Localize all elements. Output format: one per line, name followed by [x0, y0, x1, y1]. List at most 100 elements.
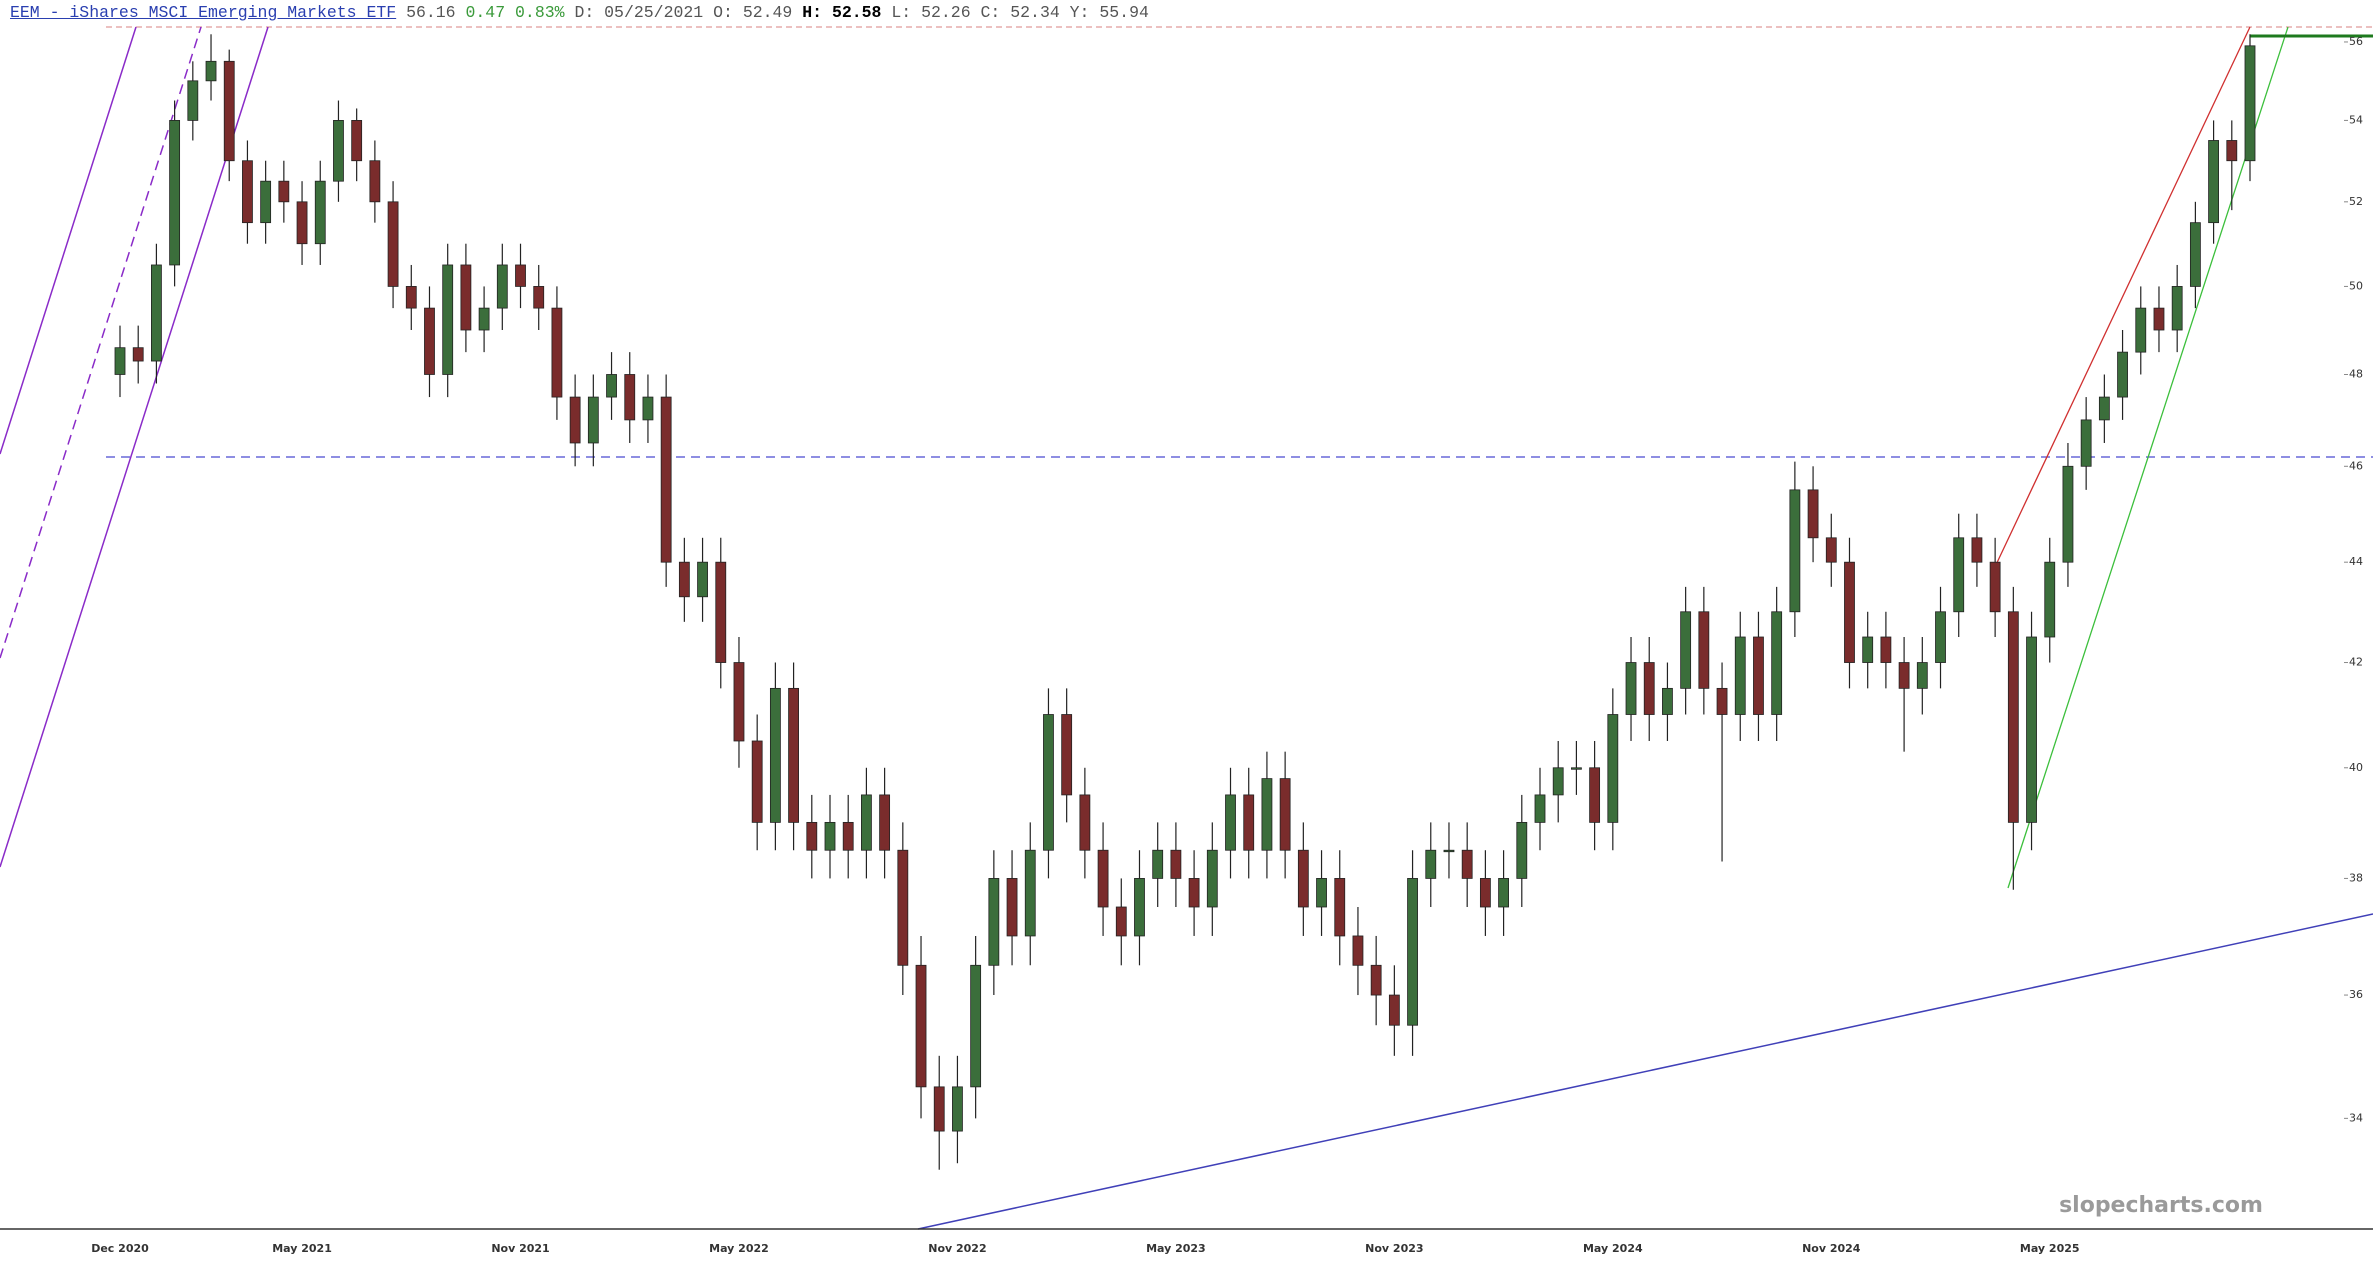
candle-body	[952, 1086, 963, 1132]
candle-body	[1461, 849, 1473, 879]
close: 52.34	[1010, 3, 1060, 22]
y-tick-label: 46	[2349, 459, 2363, 472]
candle-body	[824, 821, 836, 851]
x-tick-label: May 2022	[709, 1242, 769, 1255]
prev-label: Y:	[1069, 3, 1090, 22]
y-tick-label: 56	[2349, 35, 2363, 48]
candle-body	[806, 821, 818, 851]
channel-line	[0, 26, 269, 868]
candle-body	[988, 878, 1000, 966]
candle-body	[478, 307, 490, 331]
candle-body	[1479, 878, 1491, 908]
candle-body	[223, 60, 235, 162]
candle-body	[2171, 286, 2183, 331]
candle-body	[1662, 687, 1673, 715]
candle-body	[1170, 849, 1182, 879]
channel-line	[2007, 26, 2289, 889]
candle-body	[933, 1086, 945, 1132]
candle-body	[151, 264, 162, 362]
candle-body	[2208, 140, 2219, 224]
candle-body	[1498, 878, 1509, 908]
open-label: O:	[713, 3, 733, 22]
candle-body	[187, 80, 199, 121]
candle-body	[769, 687, 781, 823]
candle-body	[1134, 878, 1145, 937]
candle-body	[678, 561, 690, 598]
candle-body	[1334, 878, 1346, 937]
candle-body	[1388, 994, 1400, 1026]
x-tick-label: May 2024	[1583, 1242, 1643, 1255]
candle-body	[1680, 611, 1692, 689]
candle-body	[1734, 636, 1746, 715]
candle-body	[1534, 794, 1546, 823]
candle-body	[642, 396, 654, 421]
x-tick-label: May 2025	[2020, 1242, 2080, 1255]
candle-body	[1571, 767, 1582, 770]
candle-body	[1115, 906, 1127, 937]
candle-body	[1370, 964, 1382, 996]
candle-body	[1989, 561, 2001, 613]
candle-body	[861, 794, 872, 851]
candle-body	[2244, 45, 2256, 162]
candle-body	[1935, 611, 1946, 663]
candle-body	[879, 794, 891, 851]
change: 0.47	[465, 3, 506, 22]
candle-body	[260, 180, 272, 224]
candle-body	[2026, 636, 2037, 823]
candle-body	[2098, 396, 2110, 421]
candle-body	[1188, 878, 1200, 908]
date: 05/25/2021	[604, 3, 704, 22]
y-tick-label: 42	[2349, 656, 2363, 669]
change-pct: 0.83%	[515, 3, 565, 22]
trend-line	[917, 913, 2373, 1230]
y-tick-label: 44	[2349, 555, 2363, 568]
candle-body	[387, 201, 399, 287]
candle-body	[1698, 611, 1710, 689]
candle-body	[533, 286, 545, 309]
candle-body	[1953, 537, 1965, 613]
prev-close: 55.94	[1099, 3, 1149, 22]
candle-body	[1862, 636, 1874, 663]
candle-body	[515, 264, 526, 287]
candle-body	[1807, 489, 1819, 539]
candle-body	[442, 264, 454, 375]
high: 52.58	[831, 3, 882, 22]
candle-body	[569, 396, 581, 444]
candle-body	[915, 964, 927, 1088]
candle-body	[1079, 794, 1091, 851]
candle-body	[1898, 662, 1910, 689]
y-tick-label: 36	[2349, 988, 2363, 1001]
candle-body	[242, 160, 253, 224]
x-tick-label: Nov 2021	[491, 1242, 549, 1255]
open: 52.49	[742, 3, 793, 22]
candle-body	[424, 307, 435, 375]
symbol-title[interactable]: EEM - iShares MSCI Emerging Markets ETF	[10, 3, 397, 22]
candle-body	[2226, 140, 2238, 162]
x-tick-label: Dec 2020	[91, 1242, 149, 1255]
candle-body	[351, 120, 363, 162]
candle-body	[1279, 778, 1291, 851]
channel-line	[0, 26, 137, 455]
candle-body	[1589, 767, 1601, 823]
high-label: H:	[802, 3, 823, 22]
candle-body	[2153, 307, 2165, 331]
candle-body	[1607, 714, 1619, 823]
quote-header: EEM - iShares MSCI Emerging Markets ETF …	[10, 3, 1149, 22]
close-label: C:	[980, 3, 1001, 22]
candle-body	[606, 374, 617, 398]
candle-body	[1297, 849, 1309, 908]
candle-body	[2117, 351, 2128, 398]
x-tick-label: May 2021	[272, 1242, 332, 1255]
candle-body	[1261, 778, 1273, 851]
candle-body	[2189, 222, 2201, 287]
candle-body	[1097, 849, 1109, 908]
x-tick-label: Nov 2022	[928, 1242, 986, 1255]
candle-body	[496, 264, 508, 309]
candle-body	[1352, 935, 1364, 966]
candle-body	[369, 160, 381, 203]
candle-body	[715, 561, 727, 663]
candles	[114, 34, 2256, 1170]
candle-body	[1024, 849, 1036, 937]
